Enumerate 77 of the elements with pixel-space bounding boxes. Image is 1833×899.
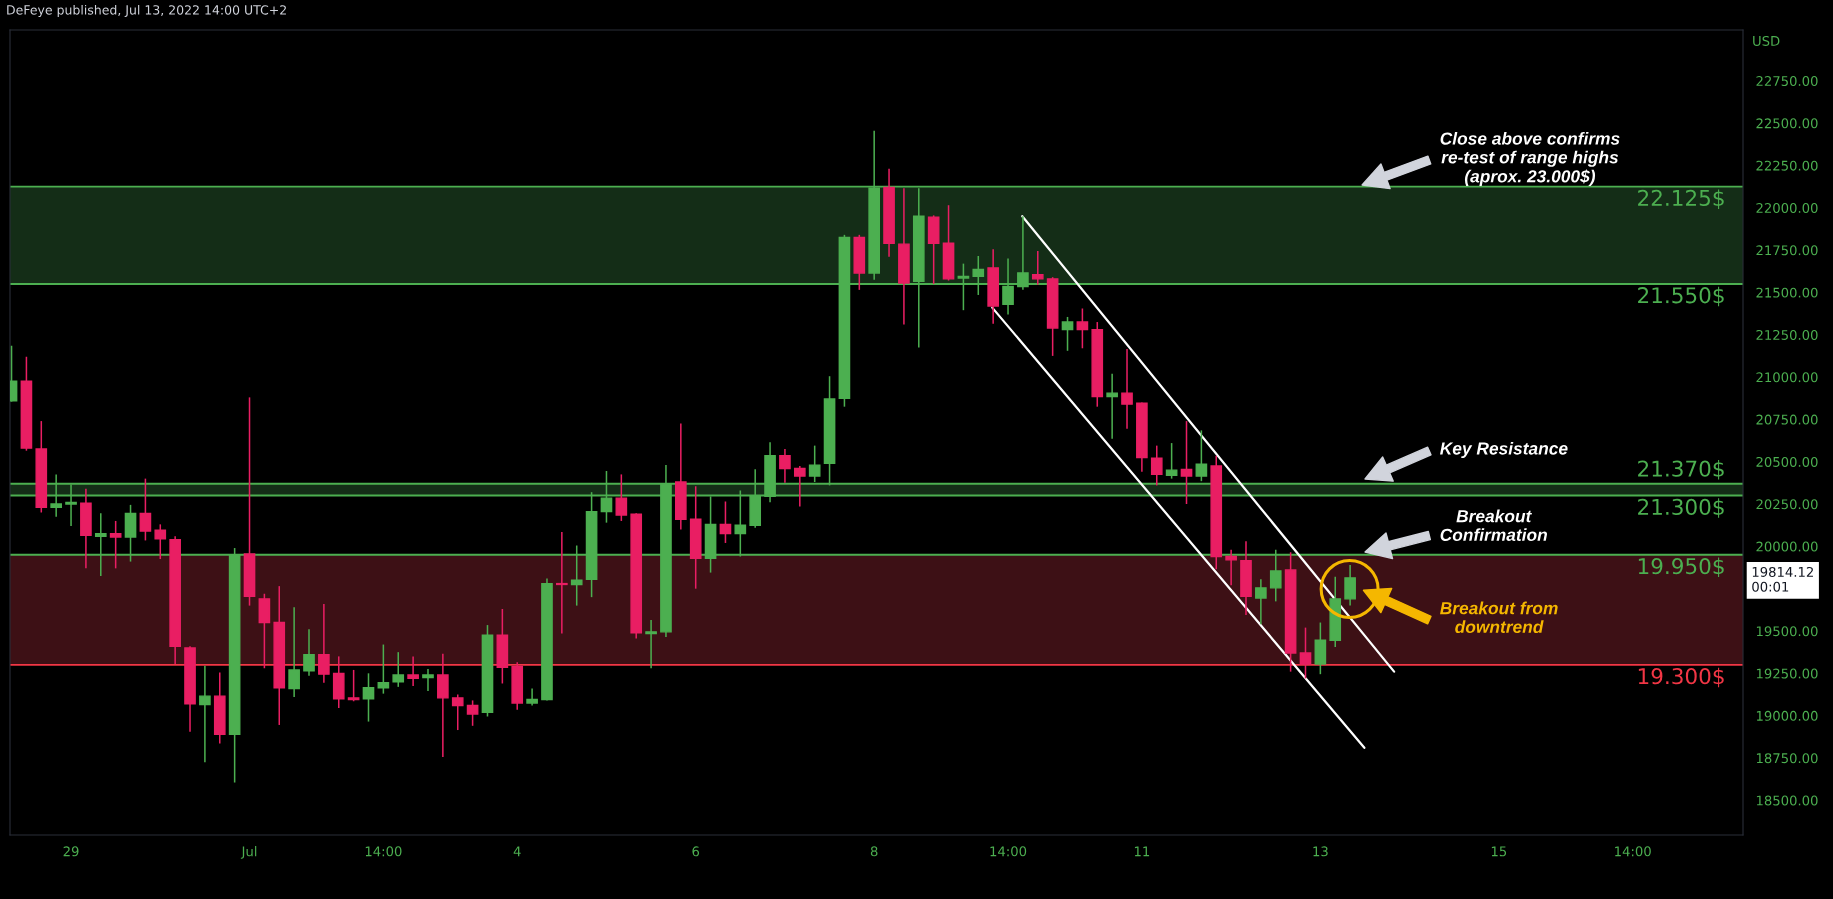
y-tick-label: 22000.00 bbox=[1756, 202, 1818, 213]
candlestick bbox=[139, 477, 152, 542]
x-tick-label: 13 bbox=[1313, 846, 1328, 857]
y-tick-label: 19000.00 bbox=[1756, 710, 1818, 721]
candlestick bbox=[437, 653, 449, 758]
annotation: 22.125$ bbox=[1638, 189, 1724, 209]
annotation: 19.300$ bbox=[1638, 667, 1724, 688]
y-tick-label: 21000.00 bbox=[1756, 372, 1818, 383]
candlestick bbox=[109, 520, 122, 570]
x-tick-label: 6 bbox=[692, 846, 700, 857]
y-tick-label: 22500.00 bbox=[1756, 118, 1818, 129]
candlestick bbox=[318, 603, 330, 684]
x-tick-label: 14:00 bbox=[365, 846, 402, 857]
candlestick bbox=[1031, 250, 1044, 286]
y-tick-label: 18500.00 bbox=[1756, 795, 1818, 806]
chart-title: DeFeye published, Jul 13, 2022 14:00 UTC+2 bbox=[7, 4, 286, 18]
y-tick-label: 20500.00 bbox=[1756, 456, 1818, 467]
candlestick bbox=[303, 628, 315, 677]
annotation: 21.300$ bbox=[1638, 498, 1724, 518]
x-tick-label: 11 bbox=[1134, 846, 1150, 857]
x-tick-label: 14:00 bbox=[1615, 846, 1651, 857]
candlestick bbox=[1344, 564, 1356, 607]
candlestick bbox=[1121, 348, 1133, 430]
candlestick bbox=[347, 669, 360, 703]
candlestick bbox=[377, 643, 390, 695]
candlestick bbox=[1061, 316, 1074, 352]
annotation: Key Resistance bbox=[1440, 441, 1568, 459]
candlestick bbox=[1299, 626, 1312, 680]
annotation: 21.550$ bbox=[1638, 286, 1724, 307]
y-tick-label: 21500.00 bbox=[1756, 287, 1818, 298]
y-tick-label: 18750.00 bbox=[1756, 753, 1818, 764]
x-tick-label: 14:00 bbox=[990, 846, 1027, 857]
candlestick bbox=[199, 664, 211, 763]
candlestick bbox=[392, 651, 405, 688]
candlestick bbox=[779, 448, 791, 484]
x-tick-label: Jul bbox=[240, 846, 257, 859]
annotation: Breakout Confirmation bbox=[1440, 509, 1548, 542]
candlestick bbox=[793, 465, 806, 508]
candlestick bbox=[1076, 307, 1089, 350]
candlestick bbox=[1314, 621, 1327, 675]
candlestick bbox=[362, 672, 375, 723]
y-tick-label: 20250.00 bbox=[1756, 499, 1818, 510]
x-tick-label: 4 bbox=[513, 846, 521, 857]
candlestick bbox=[422, 668, 434, 692]
candlestick bbox=[1180, 420, 1193, 505]
candlestick bbox=[1165, 442, 1178, 480]
annotation: 21.370$ bbox=[1638, 460, 1724, 480]
candlestick bbox=[1150, 444, 1163, 487]
x-tick-label: 29 bbox=[63, 846, 79, 857]
y-tick-label: 20750.00 bbox=[1756, 414, 1818, 425]
candlestick bbox=[288, 606, 300, 698]
candlestick bbox=[1225, 548, 1237, 587]
candlestick bbox=[615, 473, 628, 522]
candlestick bbox=[1195, 429, 1208, 482]
candlestick bbox=[154, 523, 167, 560]
candlestick bbox=[556, 531, 568, 635]
x-tick-label: 8 bbox=[870, 846, 878, 857]
text: 19814.12 00:01 bbox=[1752, 566, 1813, 592]
candlestick bbox=[1255, 578, 1267, 625]
y-tick-label: 19250.00 bbox=[1756, 668, 1818, 679]
y-axis-title: USD bbox=[1753, 35, 1780, 46]
annotation: Breakout from downtrend bbox=[1440, 601, 1558, 634]
candlestick bbox=[451, 693, 464, 731]
y-tick-label: 21250.00 bbox=[1756, 329, 1818, 340]
annotation: Close above confirms re-test of range highs (aprox. 23.000$) bbox=[1440, 131, 1620, 186]
y-tick-label: 19500.00 bbox=[1756, 626, 1818, 637]
y-tick-label: 20000.00 bbox=[1756, 541, 1818, 552]
y-tick-label: 21750.00 bbox=[1756, 245, 1818, 256]
annotation: 19.950$ bbox=[1638, 557, 1724, 578]
x-tick-label: 15 bbox=[1491, 846, 1507, 857]
candlestick bbox=[466, 699, 479, 727]
candlestick bbox=[407, 655, 419, 687]
candlestick bbox=[645, 619, 657, 670]
candlestick bbox=[258, 592, 271, 670]
y-tick-label: 22250.00 bbox=[1756, 160, 1818, 171]
candlestick bbox=[1106, 372, 1118, 440]
y-tick-label: 22750.00 bbox=[1756, 76, 1818, 86]
